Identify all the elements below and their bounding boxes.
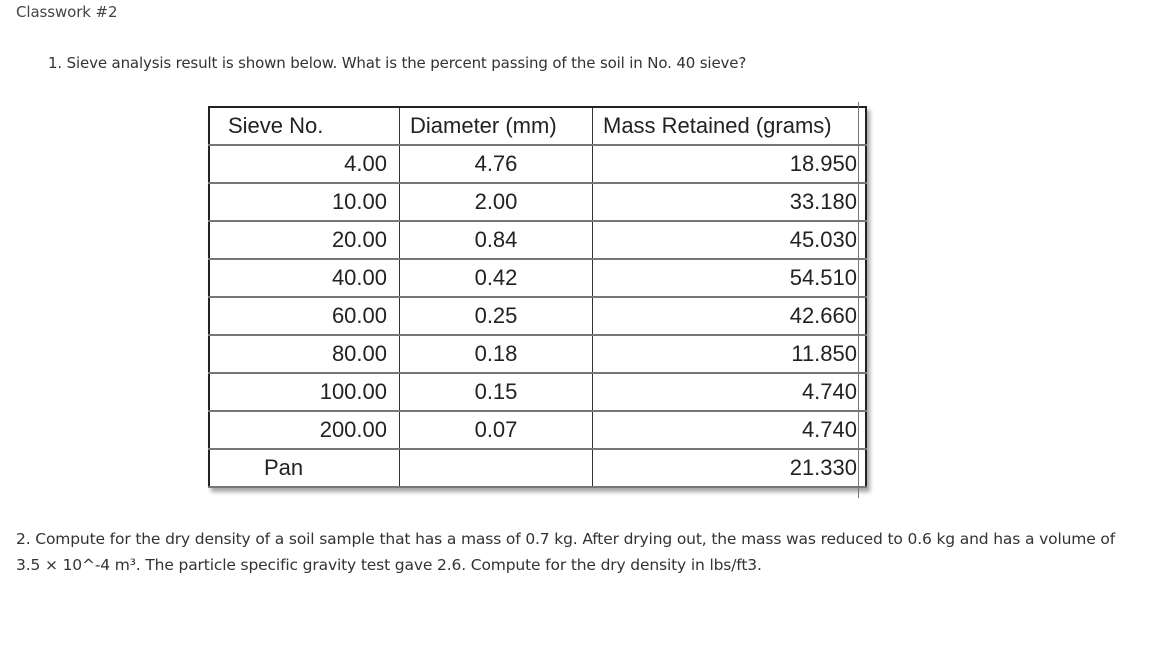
cell-mass: 4.740 (592, 411, 867, 450)
cell-sieve: 200.00 (208, 411, 400, 450)
cell-diameter: 0.18 (399, 335, 593, 374)
cell-mass: 45.030 (592, 221, 867, 260)
cell-mass: 54.510 (592, 259, 867, 298)
cell-sieve: 80.00 (208, 335, 400, 374)
cell-sieve: 60.00 (208, 297, 400, 336)
table-row: 4.00 4.76 18.950 (208, 145, 867, 184)
table-row: 60.00 0.25 42.660 (208, 297, 867, 336)
cell-diameter (399, 449, 593, 488)
cell-diameter: 0.84 (399, 221, 593, 260)
cell-mass: 18.950 (592, 145, 867, 184)
cell-diameter: 4.76 (399, 145, 593, 184)
cell-sieve: 100.00 (208, 373, 400, 412)
question-2-text: 2. Compute for the dry density of a soil… (16, 530, 1116, 574)
table-row: 80.00 0.18 11.850 (208, 335, 867, 374)
cell-mass: 33.180 (592, 183, 867, 222)
cell-diameter: 0.42 (399, 259, 593, 298)
cell-mass: 21.330 (592, 449, 867, 488)
table-row: 200.00 0.07 4.740 (208, 411, 867, 450)
cell-diameter: 0.15 (399, 373, 593, 412)
cell-mass: 42.660 (592, 297, 867, 336)
table-row: 40.00 0.42 54.510 (208, 259, 867, 298)
question-1-text: 1. Sieve analysis result is shown below.… (48, 54, 747, 72)
cell-sieve: 40.00 (208, 259, 400, 298)
cell-diameter: 0.25 (399, 297, 593, 336)
table-row: 20.00 0.84 45.030 (208, 221, 867, 260)
table-row: 10.00 2.00 33.180 (208, 183, 867, 222)
header-diameter: Diameter (mm) (399, 107, 593, 146)
table-header-row: Sieve No. Diameter (mm) Mass Retained (g… (208, 107, 867, 146)
table-row: 100.00 0.15 4.740 (208, 373, 867, 412)
cell-sieve: Pan (208, 449, 400, 488)
cell-diameter: 0.07 (399, 411, 593, 450)
table-divider-line (858, 102, 859, 498)
cell-sieve: 4.00 (208, 145, 400, 184)
table-row: Pan 21.330 (208, 449, 867, 488)
sieve-analysis-table-container: Sieve No. Diameter (mm) Mass Retained (g… (208, 106, 867, 488)
cell-mass: 11.850 (592, 335, 867, 374)
cell-sieve: 20.00 (208, 221, 400, 260)
header-sieve-no: Sieve No. (208, 107, 400, 146)
header-mass-retained: Mass Retained (grams) (592, 107, 867, 146)
cell-diameter: 2.00 (399, 183, 593, 222)
cell-sieve: 10.00 (208, 183, 400, 222)
sieve-analysis-table: Sieve No. Diameter (mm) Mass Retained (g… (208, 106, 867, 488)
page-title: Classwork #2 (16, 3, 118, 21)
cell-mass: 4.740 (592, 373, 867, 412)
